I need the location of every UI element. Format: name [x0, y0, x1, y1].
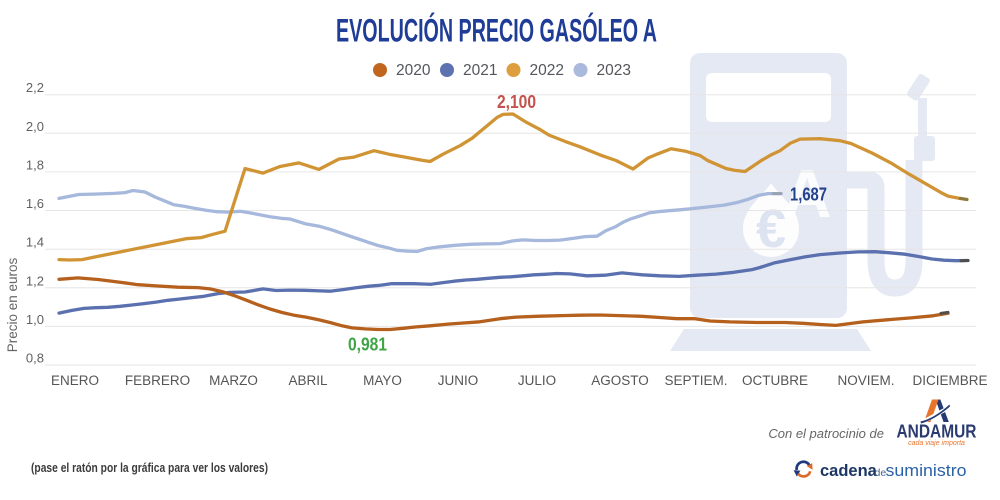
svg-text:JUNIO: JUNIO: [438, 373, 479, 388]
svg-text:A: A: [782, 156, 831, 232]
svg-text:JULIO: JULIO: [518, 373, 556, 388]
svg-text:2020: 2020: [396, 62, 431, 79]
svg-text:1,8: 1,8: [26, 157, 44, 172]
svg-text:OCTUBRE: OCTUBRE: [742, 373, 808, 388]
svg-text:ANDAMUR: ANDAMUR: [897, 422, 977, 442]
svg-text:(pase el ratón por la gráfica: (pase el ratón por la gráfica para ver l…: [31, 461, 268, 475]
svg-text:Precio en euros: Precio en euros: [5, 257, 20, 352]
svg-text:cada viaje importa: cada viaje importa: [908, 440, 965, 447]
svg-text:2021: 2021: [463, 62, 497, 79]
svg-text:0,8: 0,8: [26, 351, 44, 366]
svg-text:1,6: 1,6: [26, 196, 44, 211]
svg-text:2,2: 2,2: [26, 80, 44, 95]
svg-text:MAYO: MAYO: [363, 373, 402, 388]
svg-text:MARZO: MARZO: [209, 373, 258, 388]
svg-text:2,0: 2,0: [26, 119, 44, 134]
svg-text:EVOLUCIÓN PRECIO GASÓLEO A: EVOLUCIÓN PRECIO GASÓLEO A: [336, 13, 657, 49]
svg-text:Con el patrocinio de: Con el patrocinio de: [768, 426, 884, 441]
svg-text:DICIEMBRE: DICIEMBRE: [912, 373, 987, 388]
svg-text:1,4: 1,4: [26, 235, 44, 250]
svg-text:1,0: 1,0: [26, 312, 44, 327]
svg-text:1,687: 1,687: [790, 185, 827, 205]
svg-text:suministro: suministro: [886, 462, 967, 480]
svg-text:SEPTIEM.: SEPTIEM.: [664, 373, 727, 388]
svg-text:NOVIEM.: NOVIEM.: [837, 373, 894, 388]
svg-text:1,2: 1,2: [26, 273, 44, 288]
svg-text:0,981: 0,981: [348, 335, 387, 355]
svg-text:ABRIL: ABRIL: [288, 373, 328, 388]
svg-text:2023: 2023: [597, 62, 631, 79]
svg-text:cadena: cadena: [820, 462, 878, 480]
svg-text:ENERO: ENERO: [51, 373, 99, 388]
svg-text:FEBRERO: FEBRERO: [125, 373, 190, 388]
svg-text:2022: 2022: [530, 62, 564, 79]
svg-text:de: de: [875, 467, 887, 479]
svg-text:AGOSTO: AGOSTO: [591, 373, 649, 388]
svg-text:2,100: 2,100: [497, 92, 536, 112]
